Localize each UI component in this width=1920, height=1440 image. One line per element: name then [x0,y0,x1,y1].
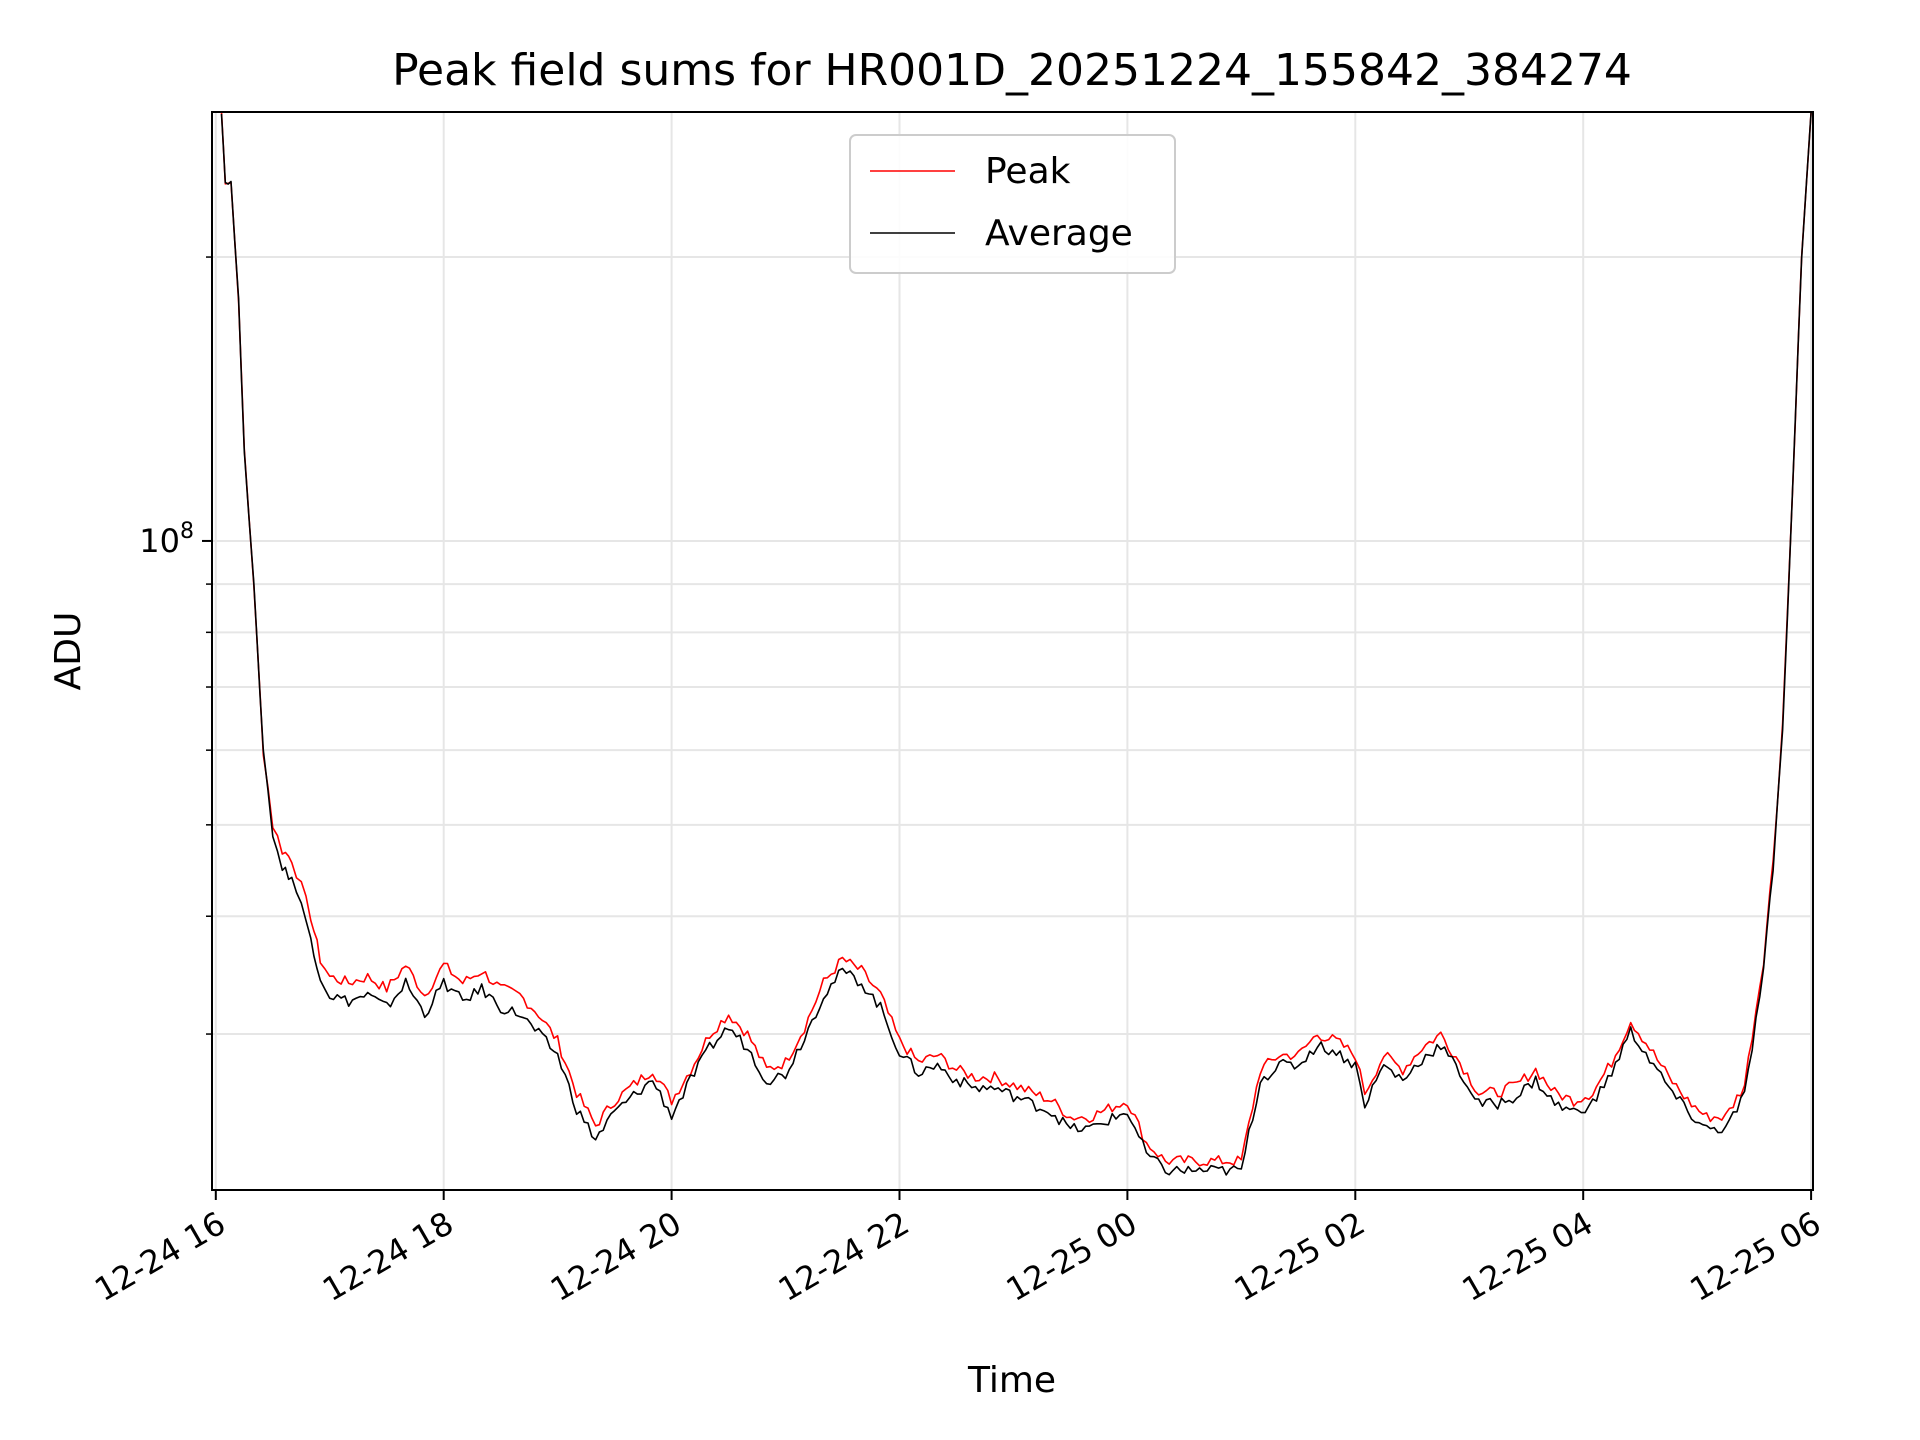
series-line-peak [220,112,1812,1167]
series-layer [220,112,1812,1176]
legend: Peak Average [849,134,1176,274]
plot-frame [211,111,1814,1191]
legend-label-average: Average [985,213,1133,254]
y-axis: 108 [139,256,212,1035]
legend-label-peak: Peak [985,151,1071,192]
y-tick-label: 108 [139,519,194,560]
x-axis-label: Time [967,1360,1056,1401]
y-axis-label: ADU [48,612,89,691]
grid [212,112,1813,1190]
series-line-average [220,112,1812,1176]
chart-title: Peak field sums for HR001D_20251224_1558… [392,45,1632,96]
legend-box [849,134,1176,274]
